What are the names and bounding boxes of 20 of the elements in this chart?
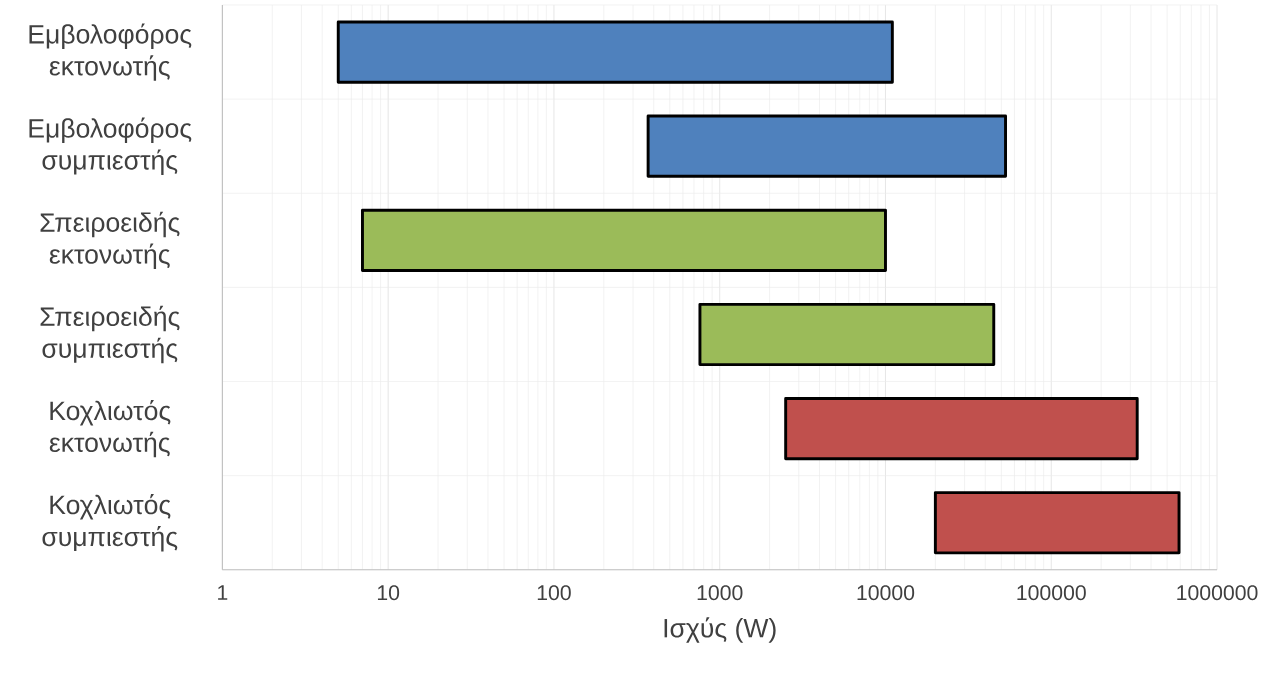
x-tick-label: 100000 [1017,585,1086,601]
y-tick-label: Κοχλιωτός συμπιεστής [42,494,178,552]
bar [698,303,996,367]
bar [646,114,1007,178]
y-tick-label: Σπειροειδής εκτονωτής [40,211,180,270]
y-tick-label: Κοχλιωτός εκτονωτής [49,400,171,458]
y-tick-label: Σπειροειδής συμπιεστής [40,305,180,364]
x-tick-label: 1000000 [1177,585,1258,601]
x-tick-label: 100 [537,585,571,601]
bar [784,397,1139,461]
x-tick-label: 1 [218,585,228,600]
x-tick-label: 10000 [857,585,915,601]
bar [933,491,1181,555]
x-tick-label: 1000 [697,585,743,601]
y-tick-label: Εμβολοφόρος συμπιεστής [29,117,192,176]
bar [361,208,887,273]
x-tick-label: 10 [377,585,400,601]
y-tick-label: Εμβολοφόρος εκτονωτής [29,23,192,81]
bar [336,20,894,84]
x-axis-title: Ισχύς (W) [664,617,776,643]
